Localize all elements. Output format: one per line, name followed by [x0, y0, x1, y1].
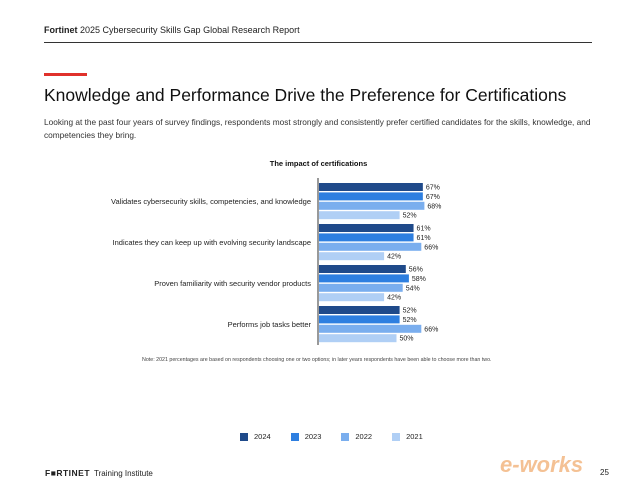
brand: Fortinet [44, 25, 78, 35]
legend-label: 2022 [355, 432, 373, 441]
legend-label: 2021 [406, 432, 423, 441]
legend-swatch [392, 432, 401, 441]
data-label: 58% [412, 276, 426, 283]
data-label: 61% [417, 226, 431, 233]
bar-2022 [319, 201, 425, 210]
header-divider [44, 42, 592, 43]
bar-2023 [319, 274, 409, 283]
data-label: 67% [426, 194, 440, 201]
watermark-logo: e-works [500, 452, 584, 477]
data-label: 52% [403, 308, 417, 315]
bar-2024 [319, 306, 400, 314]
chart-legend: 2024 2023 2022 2021 [240, 432, 423, 441]
legend-item: 2023 [290, 432, 322, 441]
chart-note: Note: 2021 percentages are based on resp… [142, 357, 492, 363]
bar-2021 [319, 252, 385, 261]
page-title: Knowledge and Performance Drive the Pref… [44, 85, 567, 105]
bar-2021 [319, 211, 400, 220]
category-label: Validates cybersecurity skills, competen… [111, 197, 311, 206]
data-label: 42% [387, 295, 401, 302]
fortinet-logo: F■RTINET [45, 468, 91, 478]
category-label: Performs job tasks better [228, 320, 312, 329]
bar-2022 [319, 283, 403, 292]
legend-label: 2023 [304, 432, 322, 441]
bar-2022 [319, 324, 422, 333]
bar-2023 [319, 315, 400, 324]
bar-2021 [319, 293, 385, 302]
legend-label: 2024 [254, 432, 271, 441]
category-label: Proven familiarity with security vendor … [154, 279, 311, 288]
footer-logo: F■RTINET Training Institute [45, 468, 153, 478]
data-label: 66% [424, 326, 438, 333]
data-label: 67% [426, 185, 440, 192]
report-header: Fortinet 2025 Cybersecurity Skills Gap G… [44, 25, 300, 35]
data-label: 56% [409, 267, 423, 274]
data-label: 61% [417, 235, 431, 242]
legend-item: 2022 [341, 432, 372, 441]
data-label: 52% [403, 213, 417, 220]
chart-title: The impact of certifications [269, 159, 368, 168]
bar-2024 [319, 265, 406, 273]
bar-2024 [319, 224, 414, 232]
bar-2022 [319, 242, 422, 251]
accent-bar [44, 73, 87, 76]
page-subtitle: Looking at the past four years of survey… [44, 117, 591, 140]
data-label: 68% [427, 203, 441, 210]
data-label: 52% [403, 317, 417, 324]
bar-2023 [319, 192, 423, 201]
legend-swatch [240, 432, 248, 441]
legend-item: 2021 [392, 432, 423, 441]
legend-swatch [341, 432, 350, 441]
category-label: Indicates they can keep up with evolving… [113, 238, 311, 247]
bar-2023 [319, 233, 414, 242]
data-label: 54% [406, 285, 420, 292]
page-number: 25 [600, 468, 609, 477]
legend-swatch [290, 432, 299, 441]
bar-2021 [319, 334, 397, 343]
data-label: 66% [424, 244, 438, 251]
legend-item: 2024 [240, 432, 271, 441]
data-label: 42% [387, 254, 401, 261]
report-name: 2025 Cybersecurity Skills Gap Global Res… [80, 25, 300, 35]
footer-label: Training Institute [94, 468, 153, 478]
data-label: 50% [400, 336, 414, 343]
bar-2024 [319, 183, 423, 191]
